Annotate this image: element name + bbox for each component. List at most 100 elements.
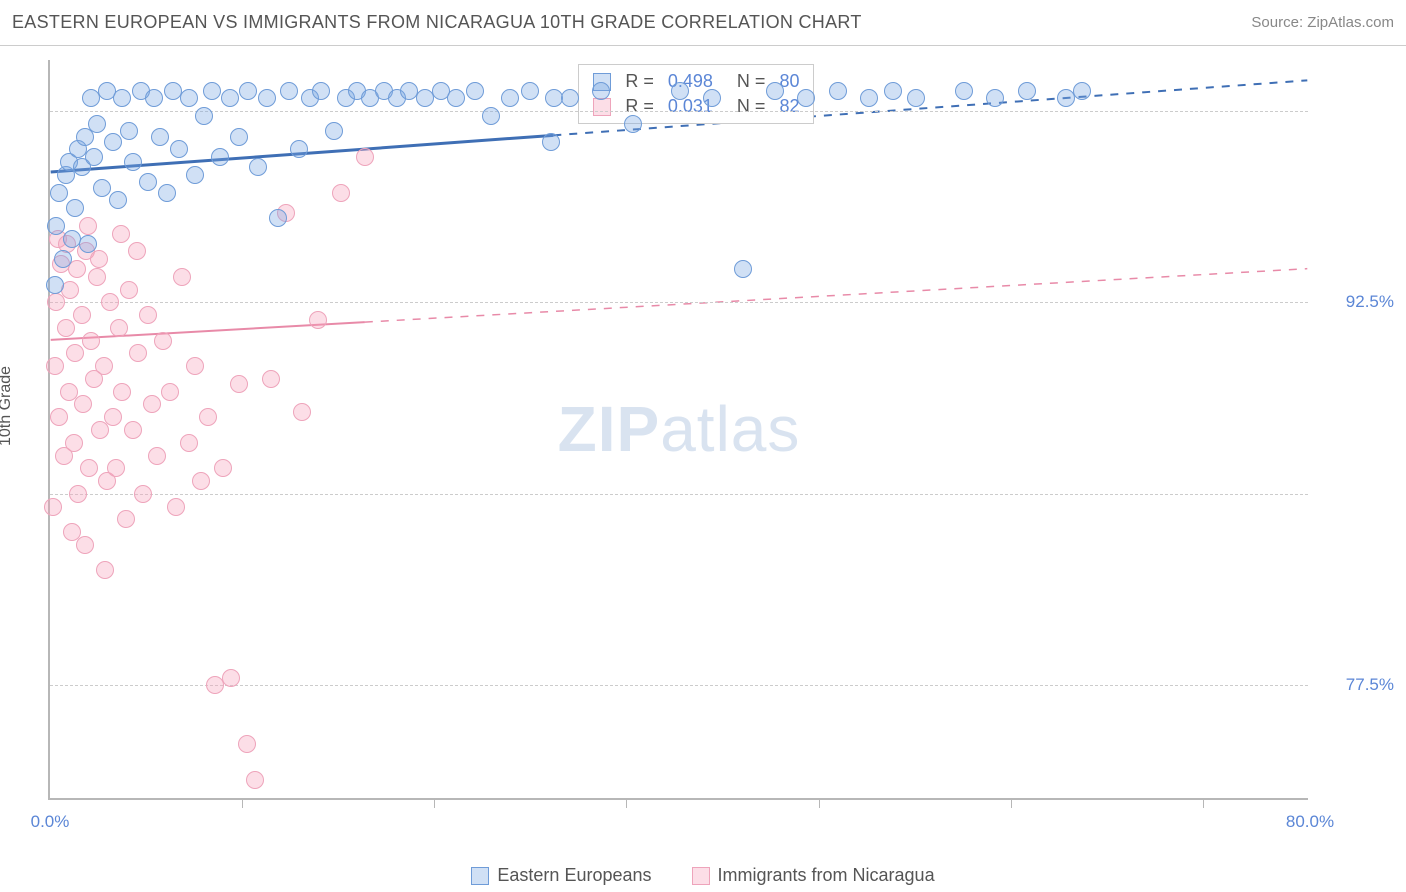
pink-point (47, 293, 65, 311)
blue-point (145, 89, 163, 107)
blue-point (104, 133, 122, 151)
blue-point (624, 115, 642, 133)
pink-point (61, 281, 79, 299)
blue-point (797, 89, 815, 107)
pink-point (57, 319, 75, 337)
blue-point (592, 82, 610, 100)
source-credit: Source: ZipAtlas.com (1251, 14, 1394, 31)
pink-point (238, 735, 256, 753)
gridline (50, 685, 1308, 686)
xtick (1011, 798, 1012, 808)
pink-point (167, 498, 185, 516)
blue-point (521, 82, 539, 100)
watermark: ZIPatlas (558, 392, 801, 466)
blue-point (986, 89, 1004, 107)
blue-point (139, 173, 157, 191)
xtick-label: 80.0% (1286, 812, 1334, 832)
blue-point (180, 89, 198, 107)
blue-point (325, 122, 343, 140)
pink-point (101, 293, 119, 311)
pink-point (66, 344, 84, 362)
pink-trendline-dashed (365, 269, 1307, 322)
blue-point (50, 184, 68, 202)
legend-series-label: Eastern Europeans (497, 865, 651, 886)
N-label: N = (737, 96, 766, 117)
blue-point (151, 128, 169, 146)
pink-point (173, 268, 191, 286)
blue-point (46, 276, 64, 294)
pink-point (230, 375, 248, 393)
blue-point (170, 140, 188, 158)
legend-series-item-blue: Eastern Europeans (471, 865, 651, 886)
pink-point (192, 472, 210, 490)
blue-point (79, 235, 97, 253)
blue-swatch (471, 867, 489, 885)
pink-point (110, 319, 128, 337)
blue-point (829, 82, 847, 100)
blue-point (85, 148, 103, 166)
legend-series-label: Immigrants from Nicaragua (718, 865, 935, 886)
blue-point (124, 153, 142, 171)
blue-point (109, 191, 127, 209)
ytick-label: 77.5% (1316, 675, 1394, 695)
pink-point (134, 485, 152, 503)
pink-point (107, 459, 125, 477)
pink-point (104, 408, 122, 426)
blue-point (258, 89, 276, 107)
pink-point (356, 148, 374, 166)
blue-point (230, 128, 248, 146)
xtick (1203, 798, 1204, 808)
blue-point (221, 89, 239, 107)
blue-point (466, 82, 484, 100)
blue-point (239, 82, 257, 100)
pink-point (96, 561, 114, 579)
blue-point (211, 148, 229, 166)
blue-point (269, 209, 287, 227)
pink-point (50, 408, 68, 426)
pink-point (69, 485, 87, 503)
pink-point (246, 771, 264, 789)
pink-point (82, 332, 100, 350)
N-label: N = (737, 71, 766, 92)
pink-point (180, 434, 198, 452)
blue-point (47, 217, 65, 235)
pink-point (128, 242, 146, 260)
blue-point (195, 107, 213, 125)
pink-point (293, 403, 311, 421)
gridline (50, 494, 1308, 495)
pink-point (76, 536, 94, 554)
pink-point (120, 281, 138, 299)
blue-point (158, 184, 176, 202)
blue-point (88, 115, 106, 133)
xtick-label: 0.0% (31, 812, 70, 832)
yaxis-label: 10th Grade (0, 366, 15, 446)
pink-point (44, 498, 62, 516)
blue-point (113, 89, 131, 107)
chart-container: EASTERN EUROPEAN VS IMMIGRANTS FROM NICA… (0, 0, 1406, 892)
pink-point (161, 383, 179, 401)
chart-title: EASTERN EUROPEAN VS IMMIGRANTS FROM NICA… (12, 12, 862, 33)
blue-point (1018, 82, 1036, 100)
legend-series-item-pink: Immigrants from Nicaragua (692, 865, 935, 886)
blue-point (249, 158, 267, 176)
ytick-label: 92.5% (1316, 292, 1394, 312)
pink-point (90, 250, 108, 268)
pink-point (46, 357, 64, 375)
pink-point (186, 357, 204, 375)
blue-point (766, 82, 784, 100)
blue-point (120, 122, 138, 140)
pink-point (117, 510, 135, 528)
blue-point (955, 82, 973, 100)
pink-point (222, 669, 240, 687)
trend-lines-svg (50, 60, 1308, 798)
pink-point (143, 395, 161, 413)
pink-point (73, 306, 91, 324)
xtick (626, 798, 627, 808)
blue-point (734, 260, 752, 278)
blue-point (203, 82, 221, 100)
blue-point (66, 199, 84, 217)
watermark-atlas: atlas (660, 393, 800, 465)
R-label: R = (625, 96, 654, 117)
blue-point (280, 82, 298, 100)
legend-series: Eastern Europeans Immigrants from Nicarag… (0, 865, 1406, 886)
